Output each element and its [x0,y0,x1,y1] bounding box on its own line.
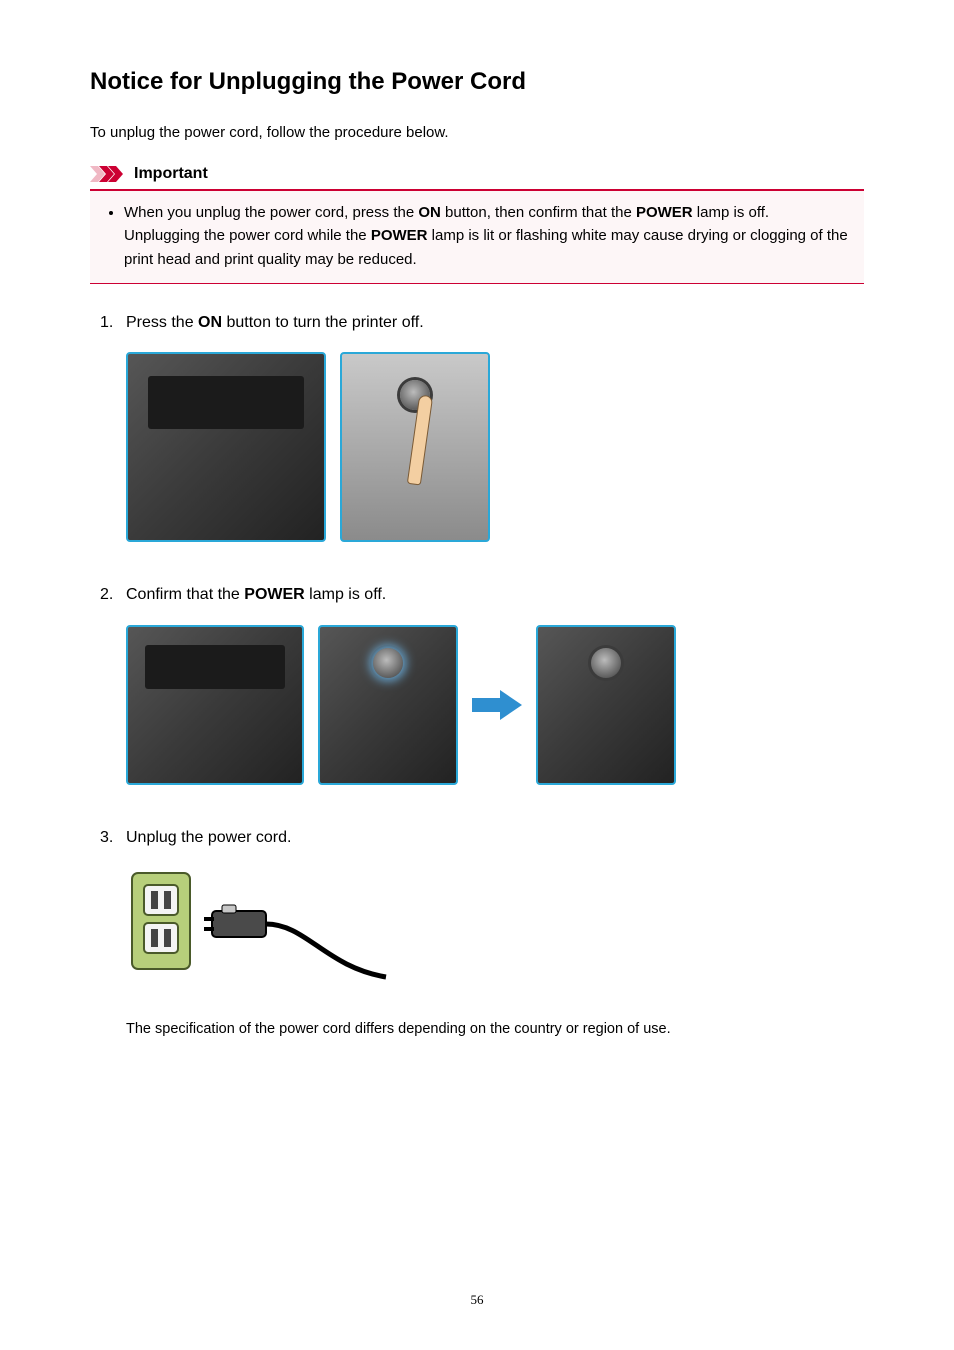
figure-unplug [126,867,864,997]
step-bold: ON [198,314,222,331]
step-2: Confirm that the POWER lamp is off. [108,584,864,784]
arrow-right-icon [472,690,522,720]
figure-lamp-off [126,625,864,785]
page-number: 56 [0,1292,954,1308]
step-fragment: Unplug the power cord. [126,829,291,846]
intro-text: To unplug the power cord, follow the pro… [90,124,864,141]
step-1: Press the ON button to turn the printer … [108,312,864,542]
step-fragment: lamp is off. [305,586,387,603]
step-bold: POWER [244,586,304,603]
figure-press-on [126,352,864,542]
step-3: Unplug the power cord. [108,827,864,1037]
callout-bold-power2: POWER [371,227,428,244]
step-fragment: Press the [126,314,198,331]
callout-fragment: button, then confirm that the [441,204,636,221]
callout-bold-power: POWER [636,204,693,221]
page: Notice for Unplugging the Power Cord To … [0,0,954,1350]
callout-text: When you unplug the power cord, press th… [124,201,848,271]
callout-fragment: When you unplug the power cord, press th… [124,204,418,221]
panel-off-illustration [536,625,676,785]
step-note: The specification of the power cord diff… [126,1021,864,1037]
step-text: Press the ON button to turn the printer … [108,312,864,334]
panel-lit-illustration [318,625,458,785]
step-fragment: button to turn the printer off. [222,314,424,331]
callout-header: Important [90,165,864,183]
panel-press-illustration [340,352,490,542]
important-callout: Important When you unplug the power cord… [90,165,864,284]
callout-body: When you unplug the power cord, press th… [90,189,864,284]
page-title: Notice for Unplugging the Power Cord [90,68,864,96]
printer-illustration [126,625,304,785]
callout-label: Important [134,165,208,183]
step-fragment: Confirm that the [126,586,244,603]
chevrons-icon [90,166,126,182]
callout-bold-on: ON [418,204,441,221]
finger-icon [407,395,433,486]
steps-list: Press the ON button to turn the printer … [90,312,864,1037]
step-text: Unplug the power cord. [108,827,864,849]
outlet-illustration [126,867,396,997]
step-text: Confirm that the POWER lamp is off. [108,584,864,606]
printer-illustration [126,352,326,542]
